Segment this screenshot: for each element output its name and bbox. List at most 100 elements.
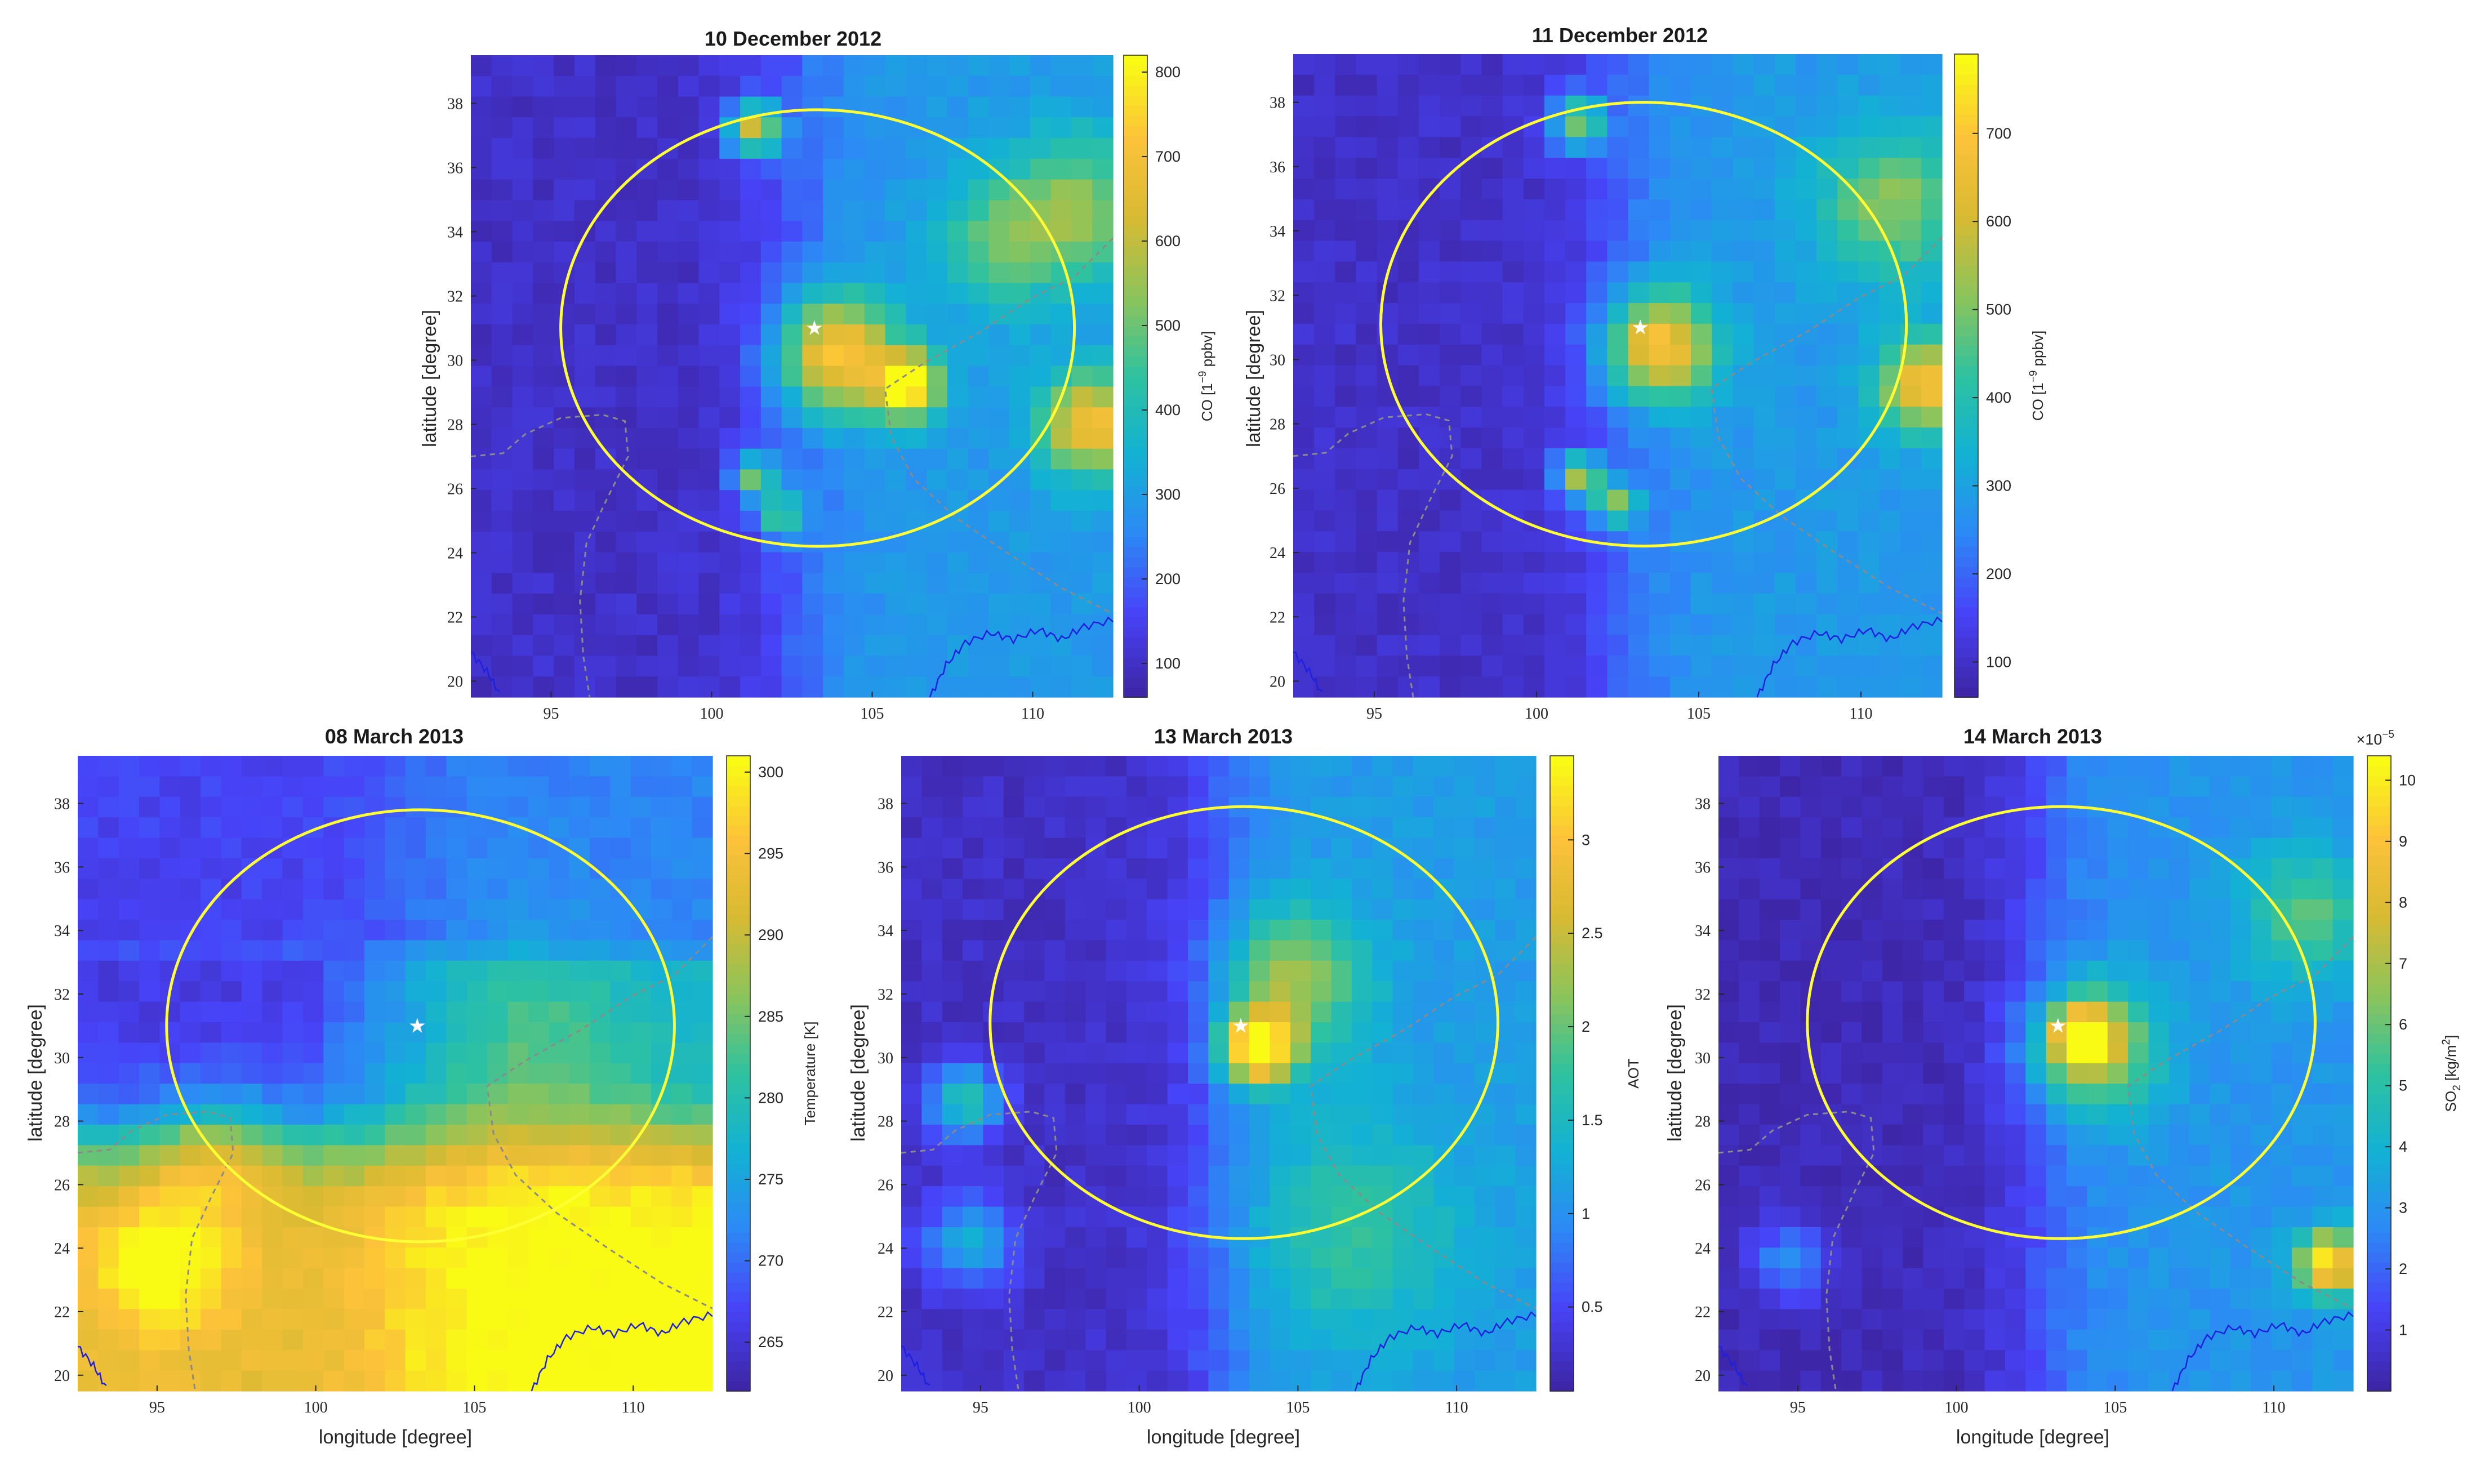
heatmap-cell: [78, 1227, 99, 1248]
heatmap-cell: [921, 1329, 943, 1351]
heatmap-cell: [1921, 344, 1943, 366]
heatmap-cell: [1565, 635, 1587, 656]
heatmap-cell: [466, 1309, 488, 1330]
heatmap-cell: [1372, 1165, 1393, 1187]
heatmap-cell: [507, 940, 529, 961]
heatmap-cell: [1372, 796, 1393, 818]
heatmap-cell: [1984, 981, 2006, 1002]
heatmap-cell: [1495, 1084, 1516, 1105]
heatmap-cell: [1523, 489, 1545, 511]
heatmap-cell: [1523, 552, 1545, 573]
heatmap-cell: [1044, 1227, 1066, 1248]
heatmap-cell: [1208, 1309, 1230, 1330]
colorbar-swatch: [1550, 1004, 1574, 1015]
heatmap-cell: [2025, 1289, 2047, 1310]
heatmap-cell: [1050, 511, 1072, 532]
heatmap-cell: [1474, 1370, 1495, 1392]
heatmap-cell: [947, 427, 969, 449]
heatmap-cell: [1030, 656, 1052, 677]
heatmap-cell: [1474, 1186, 1495, 1207]
colorbar-swatch: [727, 1302, 750, 1312]
colorbar-swatch: [1124, 256, 1147, 266]
heatmap-cell: [282, 879, 304, 900]
heatmap-cell: [657, 531, 679, 553]
heatmap-cell: [1071, 117, 1093, 139]
heatmap-cell: [921, 1165, 943, 1187]
heatmap-cell: [1372, 981, 1393, 1002]
heatmap-cell: [671, 920, 693, 941]
heatmap-cell: [1351, 1247, 1373, 1269]
heatmap-cell: [512, 552, 533, 573]
heatmap-cell: [1481, 510, 1503, 532]
heatmap-cell: [1837, 448, 1859, 470]
heatmap-cell: [1774, 54, 1796, 75]
heatmap-cell: [1030, 304, 1052, 325]
heatmap-cell: [1481, 240, 1503, 262]
heatmap-cell: [1126, 776, 1147, 797]
heatmap-cell: [864, 241, 886, 263]
heatmap-cell: [2025, 776, 2047, 797]
heatmap-cell: [760, 241, 782, 263]
heatmap-cell: [1964, 1268, 1985, 1289]
heatmap-cell: [1523, 179, 1545, 200]
heatmap-cell: [843, 635, 865, 657]
heatmap-cell: [1249, 1268, 1270, 1289]
heatmap-cell: [2067, 837, 2087, 859]
heatmap-cell: [1290, 1165, 1311, 1187]
heatmap-cell: [1739, 1063, 1760, 1084]
heatmap-cell: [963, 817, 984, 839]
heatmap-cell: [1433, 1104, 1455, 1125]
colorbar-swatch: [727, 795, 750, 806]
heatmap-cell: [1943, 1124, 1965, 1146]
heatmap-cell: [1921, 303, 1943, 324]
heatmap-cell: [719, 552, 741, 573]
heatmap-cell: [1270, 1104, 1291, 1125]
heatmap-cell: [405, 1370, 426, 1392]
heatmap-cell: [1351, 837, 1373, 859]
colorbar-swatch: [1954, 567, 1978, 577]
colorbar-tick-label: 700: [1155, 148, 1181, 165]
colorbar-swatch: [727, 1014, 750, 1024]
heatmap-cell: [616, 573, 637, 594]
heatmap-cell: [471, 511, 492, 532]
heatmap-cell: [574, 96, 596, 118]
heatmap-cell: [533, 427, 554, 449]
colorbar-swatch: [1954, 476, 1978, 487]
heatmap-cell: [1858, 179, 1880, 200]
heatmap-cell: [1440, 199, 1461, 221]
heatmap-cell: [1628, 116, 1650, 137]
y-tick-label: 26: [1270, 480, 1285, 498]
heatmap-cell: [491, 283, 513, 304]
heatmap-cell: [657, 324, 679, 346]
heatmap-cell: [1523, 635, 1545, 656]
heatmap-cell: [2067, 1022, 2087, 1044]
heatmap-cell: [657, 594, 679, 615]
heatmap-cell: [98, 1206, 119, 1228]
heatmap-cell: [843, 614, 865, 636]
heatmap-cell: [302, 1329, 324, 1351]
heatmap-cell: [1187, 1329, 1209, 1351]
heatmap-cell: [98, 1289, 119, 1310]
heatmap-cell: [740, 200, 762, 221]
heatmap-cell: [1293, 614, 1315, 636]
heatmap-cell: [1903, 1206, 1924, 1228]
colorbar-swatch: [727, 1232, 750, 1243]
heatmap-cell: [1106, 920, 1127, 941]
heatmap-cell: [1474, 879, 1495, 900]
heatmap-cell: [1314, 531, 1335, 552]
heatmap-cell: [947, 96, 969, 118]
heatmap-cell: [1092, 179, 1114, 201]
heatmap-cell: [901, 1268, 922, 1289]
heatmap-cell: [1984, 1084, 2006, 1105]
heatmap-cell: [616, 366, 637, 387]
heatmap-cell: [1460, 365, 1482, 387]
heatmap-cell: [1208, 1063, 1230, 1084]
heatmap-cell: [1984, 1268, 2006, 1289]
heatmap-cell: [1440, 303, 1461, 324]
heatmap-cell: [554, 490, 575, 511]
heatmap-cell: [1293, 448, 1315, 470]
heatmap-cell: [2005, 1329, 2026, 1351]
colorbar-swatch: [1550, 1291, 1574, 1303]
heatmap-cell: [1335, 593, 1357, 615]
